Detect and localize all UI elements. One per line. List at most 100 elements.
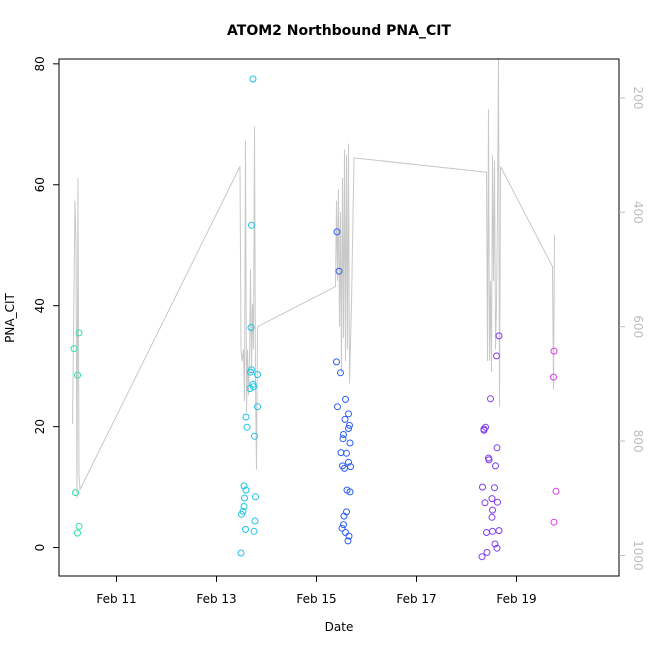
- data-point: [240, 503, 248, 510]
- data-point: [480, 425, 488, 433]
- data-point: [333, 358, 340, 366]
- data-point: [254, 371, 261, 379]
- data-point: [241, 494, 248, 502]
- x-tick-label: Feb 15: [296, 592, 336, 606]
- data-point: [242, 525, 249, 533]
- y2-tick-label: 400: [631, 201, 645, 224]
- data-point: [75, 329, 83, 337]
- y-tick-label: 20: [33, 419, 47, 434]
- data-point: [495, 332, 503, 340]
- data-point: [75, 522, 83, 530]
- x-axis-label: Date: [325, 620, 354, 634]
- data-point: [250, 383, 257, 391]
- data-point: [242, 413, 250, 421]
- data-point: [495, 527, 503, 535]
- data-point: [252, 493, 259, 501]
- y-tick-label: 0: [33, 544, 47, 552]
- data-point: [491, 540, 499, 548]
- data-point: [240, 482, 248, 490]
- data-point: [248, 221, 255, 229]
- y-tick-label: 80: [33, 56, 47, 71]
- x-tick-label: Feb 19: [496, 592, 536, 606]
- data-point: [72, 489, 79, 497]
- data-point: [338, 524, 346, 532]
- data-point: [488, 513, 496, 521]
- data-point: [340, 521, 347, 529]
- x-tick-label: Feb 17: [396, 592, 436, 606]
- data-point: [334, 403, 341, 411]
- y2-axis: 200 400 600 800 1000: [619, 86, 645, 571]
- data-point: [485, 456, 493, 464]
- data-point: [488, 495, 496, 503]
- point-layer: [70, 75, 560, 561]
- data-point: [552, 487, 560, 495]
- data-point: [337, 369, 344, 377]
- data-point: [74, 529, 81, 537]
- data-point: [70, 345, 78, 353]
- data-point: [550, 518, 558, 526]
- data-point: [346, 488, 354, 496]
- data-point: [479, 483, 486, 491]
- data-point: [251, 517, 259, 525]
- data-point: [483, 548, 491, 556]
- data-point: [342, 529, 349, 536]
- data-point: [481, 499, 489, 507]
- chart-title: ATOM2 Northbound PNA_CIT: [227, 23, 451, 39]
- data-point: [347, 463, 354, 471]
- x-tick-label: Feb 11: [96, 592, 136, 606]
- y2-tick-label: 800: [631, 430, 645, 453]
- data-point: [489, 506, 496, 514]
- data-point: [494, 498, 501, 506]
- data-point: [246, 385, 254, 392]
- data-point: [251, 432, 258, 440]
- data-point: [550, 373, 557, 381]
- data-point: [346, 421, 353, 429]
- x-axis: Feb 11 Feb 13 Feb 15 Feb 17 Feb 19: [96, 576, 537, 606]
- data-point: [342, 395, 349, 403]
- data-point: [345, 458, 352, 466]
- data-point: [339, 435, 347, 443]
- data-point: [333, 228, 341, 236]
- data-point: [254, 403, 261, 411]
- data-point: [478, 553, 486, 561]
- data-point: [247, 324, 255, 331]
- data-point: [489, 527, 496, 535]
- data-point: [487, 395, 494, 403]
- data-point: [243, 423, 251, 431]
- data-point: [492, 462, 499, 470]
- data-point: [493, 444, 501, 452]
- data-point: [493, 352, 500, 360]
- pressure-line: [72, 57, 555, 499]
- data-point: [491, 484, 498, 492]
- x-tick-label: Feb 13: [196, 592, 236, 606]
- plot-frame: [58, 58, 620, 577]
- data-point: [335, 267, 343, 275]
- data-point: [343, 449, 350, 457]
- data-point: [238, 510, 245, 518]
- y-tick-label: 40: [33, 298, 47, 313]
- y-tick-label: 60: [33, 177, 47, 192]
- data-point: [345, 425, 352, 432]
- y-axis: 0 20 40 60 80: [33, 56, 59, 551]
- y2-tick-label: 200: [631, 86, 645, 109]
- data-point: [340, 512, 348, 520]
- data-point: [482, 423, 489, 431]
- y2-tick-label: 600: [631, 315, 645, 338]
- data-point: [340, 431, 347, 438]
- data-point: [237, 549, 245, 557]
- line-layer: [72, 57, 555, 499]
- data-point: [250, 527, 258, 535]
- data-point: [242, 486, 250, 494]
- data-point: [345, 410, 352, 418]
- data-point: [346, 439, 354, 447]
- data-point: [493, 544, 501, 552]
- y2-tick-label: 1000: [631, 540, 645, 571]
- data-point: [249, 75, 257, 83]
- data-point: [74, 371, 81, 379]
- data-point: [345, 532, 353, 540]
- y-axis-label: PNA_CIT: [3, 292, 17, 342]
- data-point: [341, 415, 349, 423]
